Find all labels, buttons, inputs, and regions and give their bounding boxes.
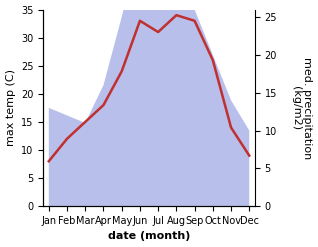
Y-axis label: max temp (C): max temp (C) — [5, 69, 16, 146]
Y-axis label: med. precipitation
(kg/m2): med. precipitation (kg/m2) — [291, 57, 313, 159]
X-axis label: date (month): date (month) — [108, 231, 190, 242]
